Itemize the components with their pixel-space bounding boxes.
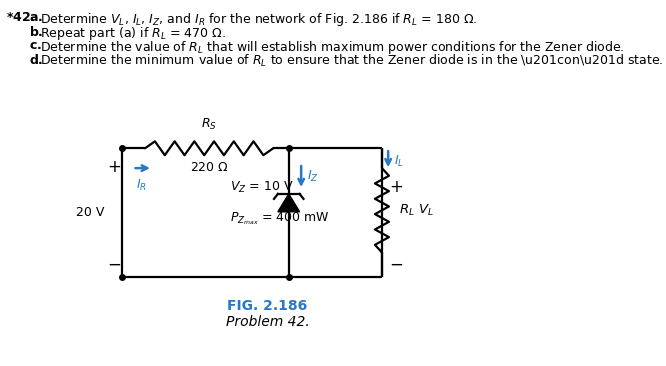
Text: $\mathbf{b.}$: $\mathbf{b.}$: [29, 25, 44, 39]
Text: $I_L$: $I_L$: [394, 154, 404, 169]
Text: $I_R$: $I_R$: [137, 178, 147, 193]
Text: −: −: [389, 255, 403, 273]
Text: +: +: [107, 158, 121, 176]
Text: $V_L$: $V_L$: [418, 203, 434, 218]
Text: Determine the value of $R_L$ that will establish maximum power conditions for th: Determine the value of $R_L$ that will e…: [40, 39, 625, 56]
Text: $R_L$: $R_L$: [399, 203, 415, 218]
Text: +: +: [389, 178, 403, 196]
Text: Problem 42.: Problem 42.: [226, 315, 309, 329]
Text: $V_Z$ = 10 V: $V_Z$ = 10 V: [230, 180, 294, 195]
Text: 220 $\Omega$: 220 $\Omega$: [190, 161, 228, 174]
Text: −: −: [107, 255, 121, 273]
Polygon shape: [278, 194, 300, 212]
Text: Determine $V_L$, $I_L$, $I_Z$, and $I_R$ for the network of Fig. 2.186 if $R_L$ : Determine $V_L$, $I_L$, $I_Z$, and $I_R$…: [40, 11, 478, 28]
Text: Repeat part (a) if $R_L$ = 470 $\Omega$.: Repeat part (a) if $R_L$ = 470 $\Omega$.: [40, 25, 226, 42]
Text: 20 V: 20 V: [77, 206, 105, 219]
Text: Determine the minimum value of $R_L$ to ensure that the Zener diode is in the \u: Determine the minimum value of $R_L$ to …: [40, 53, 663, 69]
Text: $\mathbf{d.}$: $\mathbf{d.}$: [29, 53, 44, 67]
Text: $\mathbf{*42.}$: $\mathbf{*42.}$: [6, 11, 35, 24]
Text: FIG. 2.186: FIG. 2.186: [227, 299, 308, 313]
Text: $P_{Z_{max}}$ = 400 mW: $P_{Z_{max}}$ = 400 mW: [230, 211, 330, 227]
Text: $R_S$: $R_S$: [201, 117, 217, 132]
Text: $I_Z$: $I_Z$: [308, 169, 319, 184]
Text: $\mathbf{a.}$: $\mathbf{a.}$: [29, 11, 43, 24]
Text: $\mathbf{c.}$: $\mathbf{c.}$: [29, 39, 42, 52]
